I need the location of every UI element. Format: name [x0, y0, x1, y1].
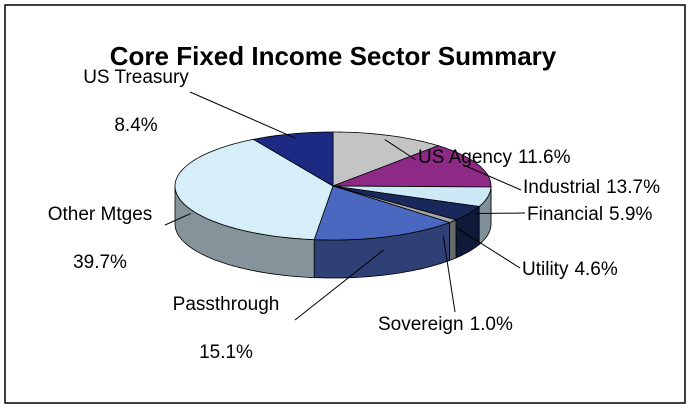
category-label: Financial: [527, 204, 603, 225]
value-label: 4.6%: [574, 259, 617, 280]
value-label: 39.7%: [73, 252, 127, 273]
category-label: US Treasury: [83, 67, 189, 88]
slice-label: Financial 5.9%: [527, 204, 652, 225]
slice-label: Industrial 13.7%: [523, 177, 660, 198]
category-label: Utility: [522, 259, 569, 280]
slice-label: US Agency 11.6%: [418, 147, 571, 168]
category-label: Passthrough: [173, 294, 280, 315]
category-label: Industrial: [523, 177, 600, 198]
slice-label: Sovereign 1.0%: [378, 314, 513, 335]
value-label: 13.7%: [606, 177, 660, 198]
value-label: 1.0%: [470, 314, 513, 335]
value-label: 5.9%: [609, 204, 652, 225]
value-label: 8.4%: [114, 115, 157, 136]
value-label: 11.6%: [518, 147, 571, 168]
leader-line: [475, 213, 525, 214]
category-label: US Agency: [418, 147, 512, 168]
slice-side: [450, 220, 456, 261]
category-label: Other Mtges: [48, 204, 153, 225]
value-label: 15.1%: [199, 342, 253, 363]
category-label: Sovereign: [378, 314, 464, 335]
